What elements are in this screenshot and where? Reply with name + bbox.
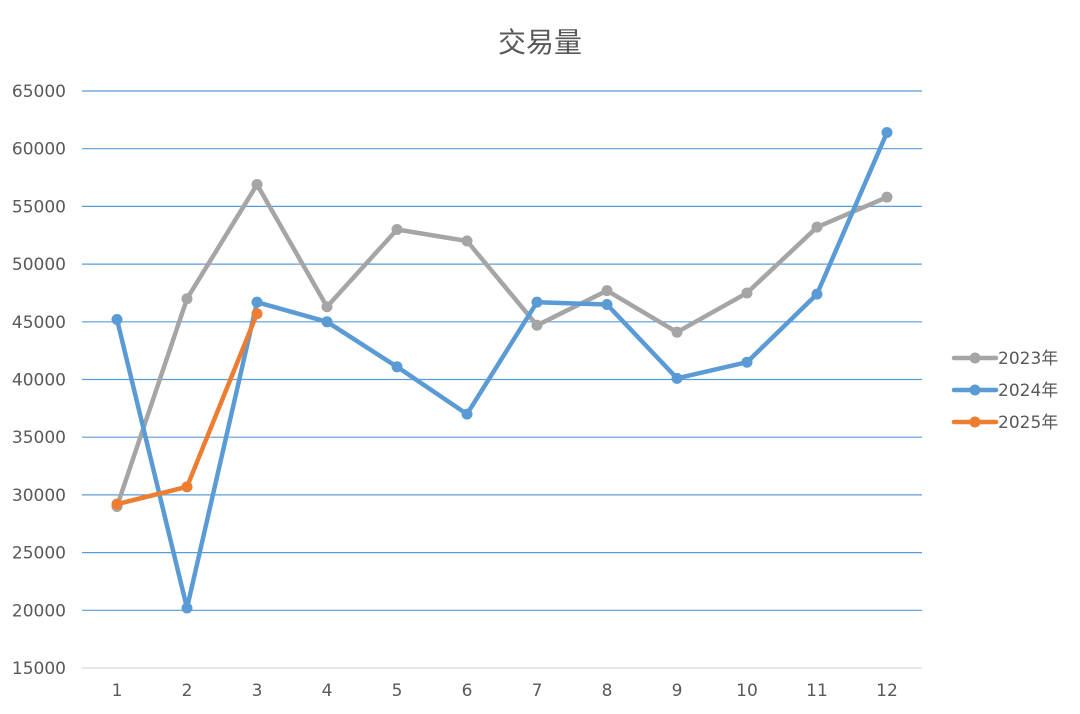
data-point	[321, 316, 333, 328]
legend: 2023年 2024年 2025年	[951, 349, 1058, 433]
legend-label: 2023年	[998, 349, 1058, 369]
x-tick-label: 6	[462, 681, 473, 701]
x-tick-label: 1	[112, 681, 123, 701]
data-point	[881, 127, 893, 139]
data-point	[601, 285, 613, 297]
data-point	[321, 301, 333, 313]
legend-marker	[969, 352, 981, 364]
chart-title: 交易量	[498, 26, 582, 59]
x-tick-label: 9	[672, 681, 683, 701]
data-point	[811, 221, 823, 233]
series-2023年	[111, 178, 893, 512]
y-tick-label: 15000	[12, 659, 66, 679]
data-point	[811, 288, 823, 300]
x-tick-label: 5	[392, 681, 403, 701]
data-point	[461, 235, 473, 247]
series-line	[114, 130, 890, 611]
data-point	[181, 602, 193, 614]
y-tick-label: 50000	[12, 255, 66, 275]
data-point	[671, 326, 683, 338]
x-tick-label: 12	[876, 681, 898, 701]
data-point	[741, 287, 753, 299]
legend-marker	[969, 384, 981, 396]
data-point	[251, 296, 263, 308]
data-point	[601, 298, 613, 310]
y-tick-label: 45000	[12, 313, 66, 333]
y-tick-label: 35000	[12, 428, 66, 448]
series-2025年	[111, 308, 263, 510]
legend-entry: 2025年	[951, 413, 1058, 433]
legend-label: 2024年	[998, 381, 1058, 401]
y-tick-label: 65000	[12, 82, 66, 102]
legend-label: 2025年	[998, 413, 1058, 433]
x-tick-label: 11	[806, 681, 828, 701]
data-point	[251, 178, 263, 190]
y-tick-label: 20000	[12, 601, 66, 621]
data-point	[111, 498, 123, 510]
legend-entry: 2024年	[951, 381, 1058, 401]
x-tick-label: 10	[736, 681, 758, 701]
data-point	[671, 372, 683, 384]
series-layer	[111, 127, 893, 614]
axes: 15000 20000 25000 30000 35000 40000 45000 50000…	[12, 82, 922, 701]
series-2024年	[111, 127, 893, 614]
x-tick-label: 8	[602, 681, 613, 701]
data-point	[181, 293, 193, 305]
data-point	[391, 361, 403, 373]
data-point	[251, 308, 263, 320]
legend-marker	[969, 416, 981, 428]
y-tick-label: 55000	[12, 197, 66, 217]
data-point	[741, 356, 753, 368]
x-tick-label: 2	[182, 681, 193, 701]
y-tick-label: 30000	[12, 486, 66, 506]
legend-entry: 2023年	[951, 349, 1058, 369]
series-line	[114, 182, 890, 509]
data-point	[111, 313, 123, 325]
data-point	[881, 191, 893, 203]
data-point	[531, 296, 543, 308]
y-tick-label: 60000	[12, 140, 66, 160]
data-point	[391, 223, 403, 235]
data-point	[531, 319, 543, 331]
gridlines	[82, 90, 922, 611]
y-tick-label: 25000	[12, 544, 66, 564]
y-tick-label: 40000	[12, 371, 66, 391]
x-tick-label: 3	[252, 681, 263, 701]
data-point	[461, 408, 473, 420]
data-point	[181, 481, 193, 493]
x-tick-label: 7	[532, 681, 543, 701]
x-tick-label: 4	[322, 681, 333, 701]
